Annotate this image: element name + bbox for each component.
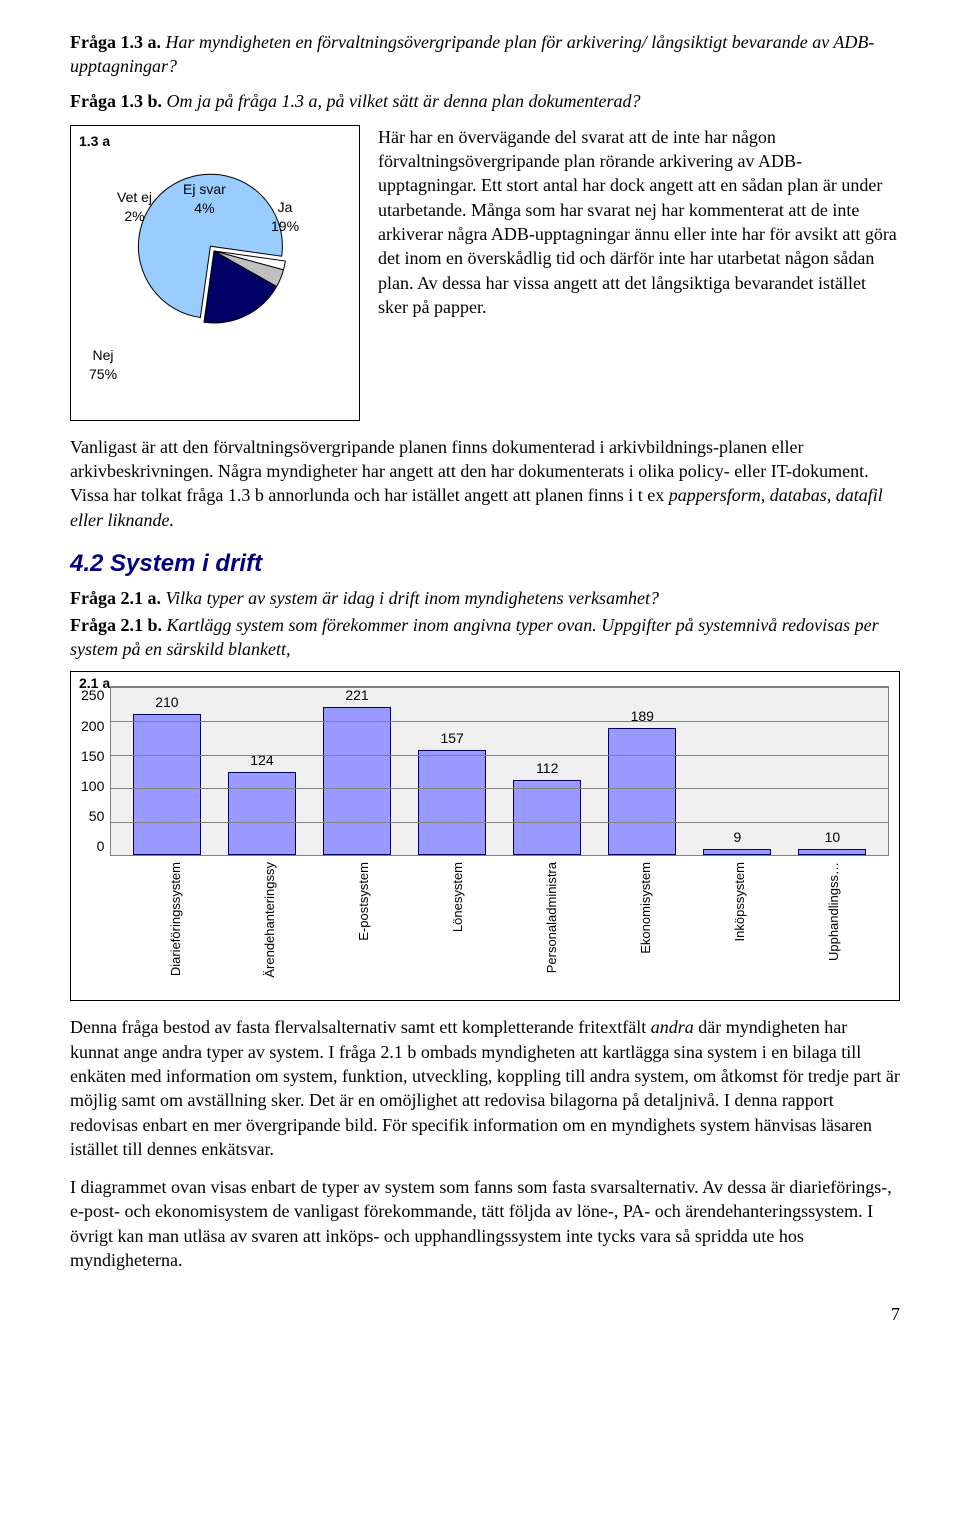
x-label: Inköpssystem bbox=[700, 862, 780, 992]
y-tick: 150 bbox=[81, 747, 104, 766]
question-21b: Fråga 2.1 b. Kartlägg system som förekom… bbox=[70, 613, 900, 662]
bar-col: 9 bbox=[697, 828, 777, 855]
y-tick: 100 bbox=[81, 777, 104, 796]
x-label: Diarieföringssystem bbox=[136, 862, 216, 992]
pie-wrap: Nej75% Vet ej2% Ej svar4% Ja19% bbox=[79, 166, 349, 406]
after-bar-1c: där myndigheten har kunnat ange andra ty… bbox=[70, 1017, 900, 1158]
bar-rect bbox=[513, 780, 581, 855]
question-13a-label: Fråga 1.3 a. bbox=[70, 32, 161, 52]
bar-rect bbox=[133, 714, 201, 855]
question-13b: Fråga 1.3 b. Om ja på fråga 1.3 a, på vi… bbox=[70, 89, 900, 113]
y-tick: 0 bbox=[97, 837, 105, 856]
bar-rect bbox=[228, 772, 296, 855]
grid-line bbox=[111, 822, 888, 823]
bar-title: 2.1 a bbox=[79, 674, 110, 693]
page-number: 7 bbox=[70, 1302, 900, 1326]
bar-col: 189 bbox=[602, 707, 682, 855]
x-label: Lönesystem bbox=[418, 862, 498, 992]
after-bar-1a: Denna fråga bestod av fasta flervalsalte… bbox=[70, 1017, 651, 1037]
bar-rect bbox=[798, 849, 866, 856]
x-label: E-postsystem bbox=[324, 862, 404, 992]
bar-chart-box: 2.1 a 250200150100500 210124221157112189… bbox=[70, 671, 900, 1001]
after-bar-paragraph-2: I diagrammet ovan visas enbart de typer … bbox=[70, 1175, 900, 1272]
grid-line bbox=[111, 788, 888, 789]
bar-col: 112 bbox=[507, 759, 587, 855]
bar-y-axis: 250200150100500 bbox=[81, 686, 110, 856]
pie-and-text-row: 1.3 a Nej75% Vet ej2% Ej svar4% Ja19% Här h… bbox=[70, 125, 900, 421]
pie-label-vet-ej: Vet ej2% bbox=[117, 188, 152, 226]
bar-x-labels: DiarieföringssystemÄrendehanteringssyE-p… bbox=[81, 856, 889, 992]
question-13b-label: Fråga 1.3 b. bbox=[70, 91, 162, 111]
question-13a: Fråga 1.3 a. Har myndigheten en förvaltn… bbox=[70, 30, 900, 79]
bar-value-label: 112 bbox=[536, 759, 558, 778]
pie-label-nej: Nej75% bbox=[89, 346, 117, 384]
bar-value-label: 10 bbox=[825, 828, 841, 847]
bar-value-label: 189 bbox=[631, 707, 654, 726]
question-13b-text: Om ja på fråga 1.3 a, på vilket sätt är … bbox=[162, 91, 640, 111]
question-21b-text: Kartlägg system som förekommer inom angi… bbox=[70, 615, 879, 659]
pie-title: 1.3 a bbox=[79, 132, 110, 151]
bar-plot-area: 210 124 221 157 112 189 9 10 bbox=[110, 686, 889, 856]
question-21b-label: Fråga 2.1 b. bbox=[70, 615, 162, 635]
question-21a-text: Vilka typer av system är idag i drift in… bbox=[161, 588, 659, 608]
bar-col: 210 bbox=[127, 693, 207, 855]
bar-col: 124 bbox=[222, 751, 302, 855]
grid-line bbox=[111, 755, 888, 756]
bar-col: 221 bbox=[317, 686, 397, 855]
bar-col: 10 bbox=[792, 828, 872, 856]
bar-chart: 250200150100500 210124221157112189910 bbox=[81, 686, 889, 856]
section-4-2-heading: 4.2 System i drift bbox=[70, 548, 900, 580]
bar-columns: 210 124 221 157 112 189 9 10 bbox=[111, 687, 888, 855]
grid-line bbox=[111, 855, 888, 856]
bar-col: 157 bbox=[412, 729, 492, 855]
after-bar-paragraph-1: Denna fråga bestod av fasta flervalsalte… bbox=[70, 1015, 900, 1161]
after-bar-1b: andra bbox=[651, 1017, 694, 1037]
bar-rect bbox=[323, 707, 391, 856]
pie-label-ej-svar: Ej svar4% bbox=[183, 180, 226, 218]
pie-chart-box: 1.3 a Nej75% Vet ej2% Ej svar4% Ja19% bbox=[70, 125, 360, 421]
x-label: Upphandlingss… bbox=[794, 862, 874, 992]
question-13a-text: Har myndigheten en förvaltningsövergripa… bbox=[70, 32, 874, 76]
x-label: Ärendehanteringssy bbox=[230, 862, 310, 992]
pie-side-paragraph: Här har en övervägande del svarat att de… bbox=[378, 125, 900, 319]
bar-rect bbox=[608, 728, 676, 855]
x-label: Personaladministra bbox=[512, 862, 592, 992]
x-label: Ekonomisystem bbox=[606, 862, 686, 992]
question-21a: Fråga 2.1 a. Vilka typer av system är id… bbox=[70, 586, 900, 610]
y-tick: 200 bbox=[81, 717, 104, 736]
pie-label-ja: Ja19% bbox=[271, 198, 299, 236]
bar-value-label: 157 bbox=[440, 729, 463, 748]
bar-value-label: 9 bbox=[733, 828, 741, 847]
bar-value-label: 221 bbox=[345, 686, 368, 705]
y-tick: 50 bbox=[89, 807, 105, 826]
bar-value-label: 210 bbox=[155, 693, 178, 712]
mid-paragraph: Vanligast är att den förvaltningsövergri… bbox=[70, 435, 900, 532]
bar-rect bbox=[418, 750, 486, 856]
question-21a-label: Fråga 2.1 a. bbox=[70, 588, 161, 608]
grid-line bbox=[111, 721, 888, 722]
grid-line bbox=[111, 687, 888, 688]
